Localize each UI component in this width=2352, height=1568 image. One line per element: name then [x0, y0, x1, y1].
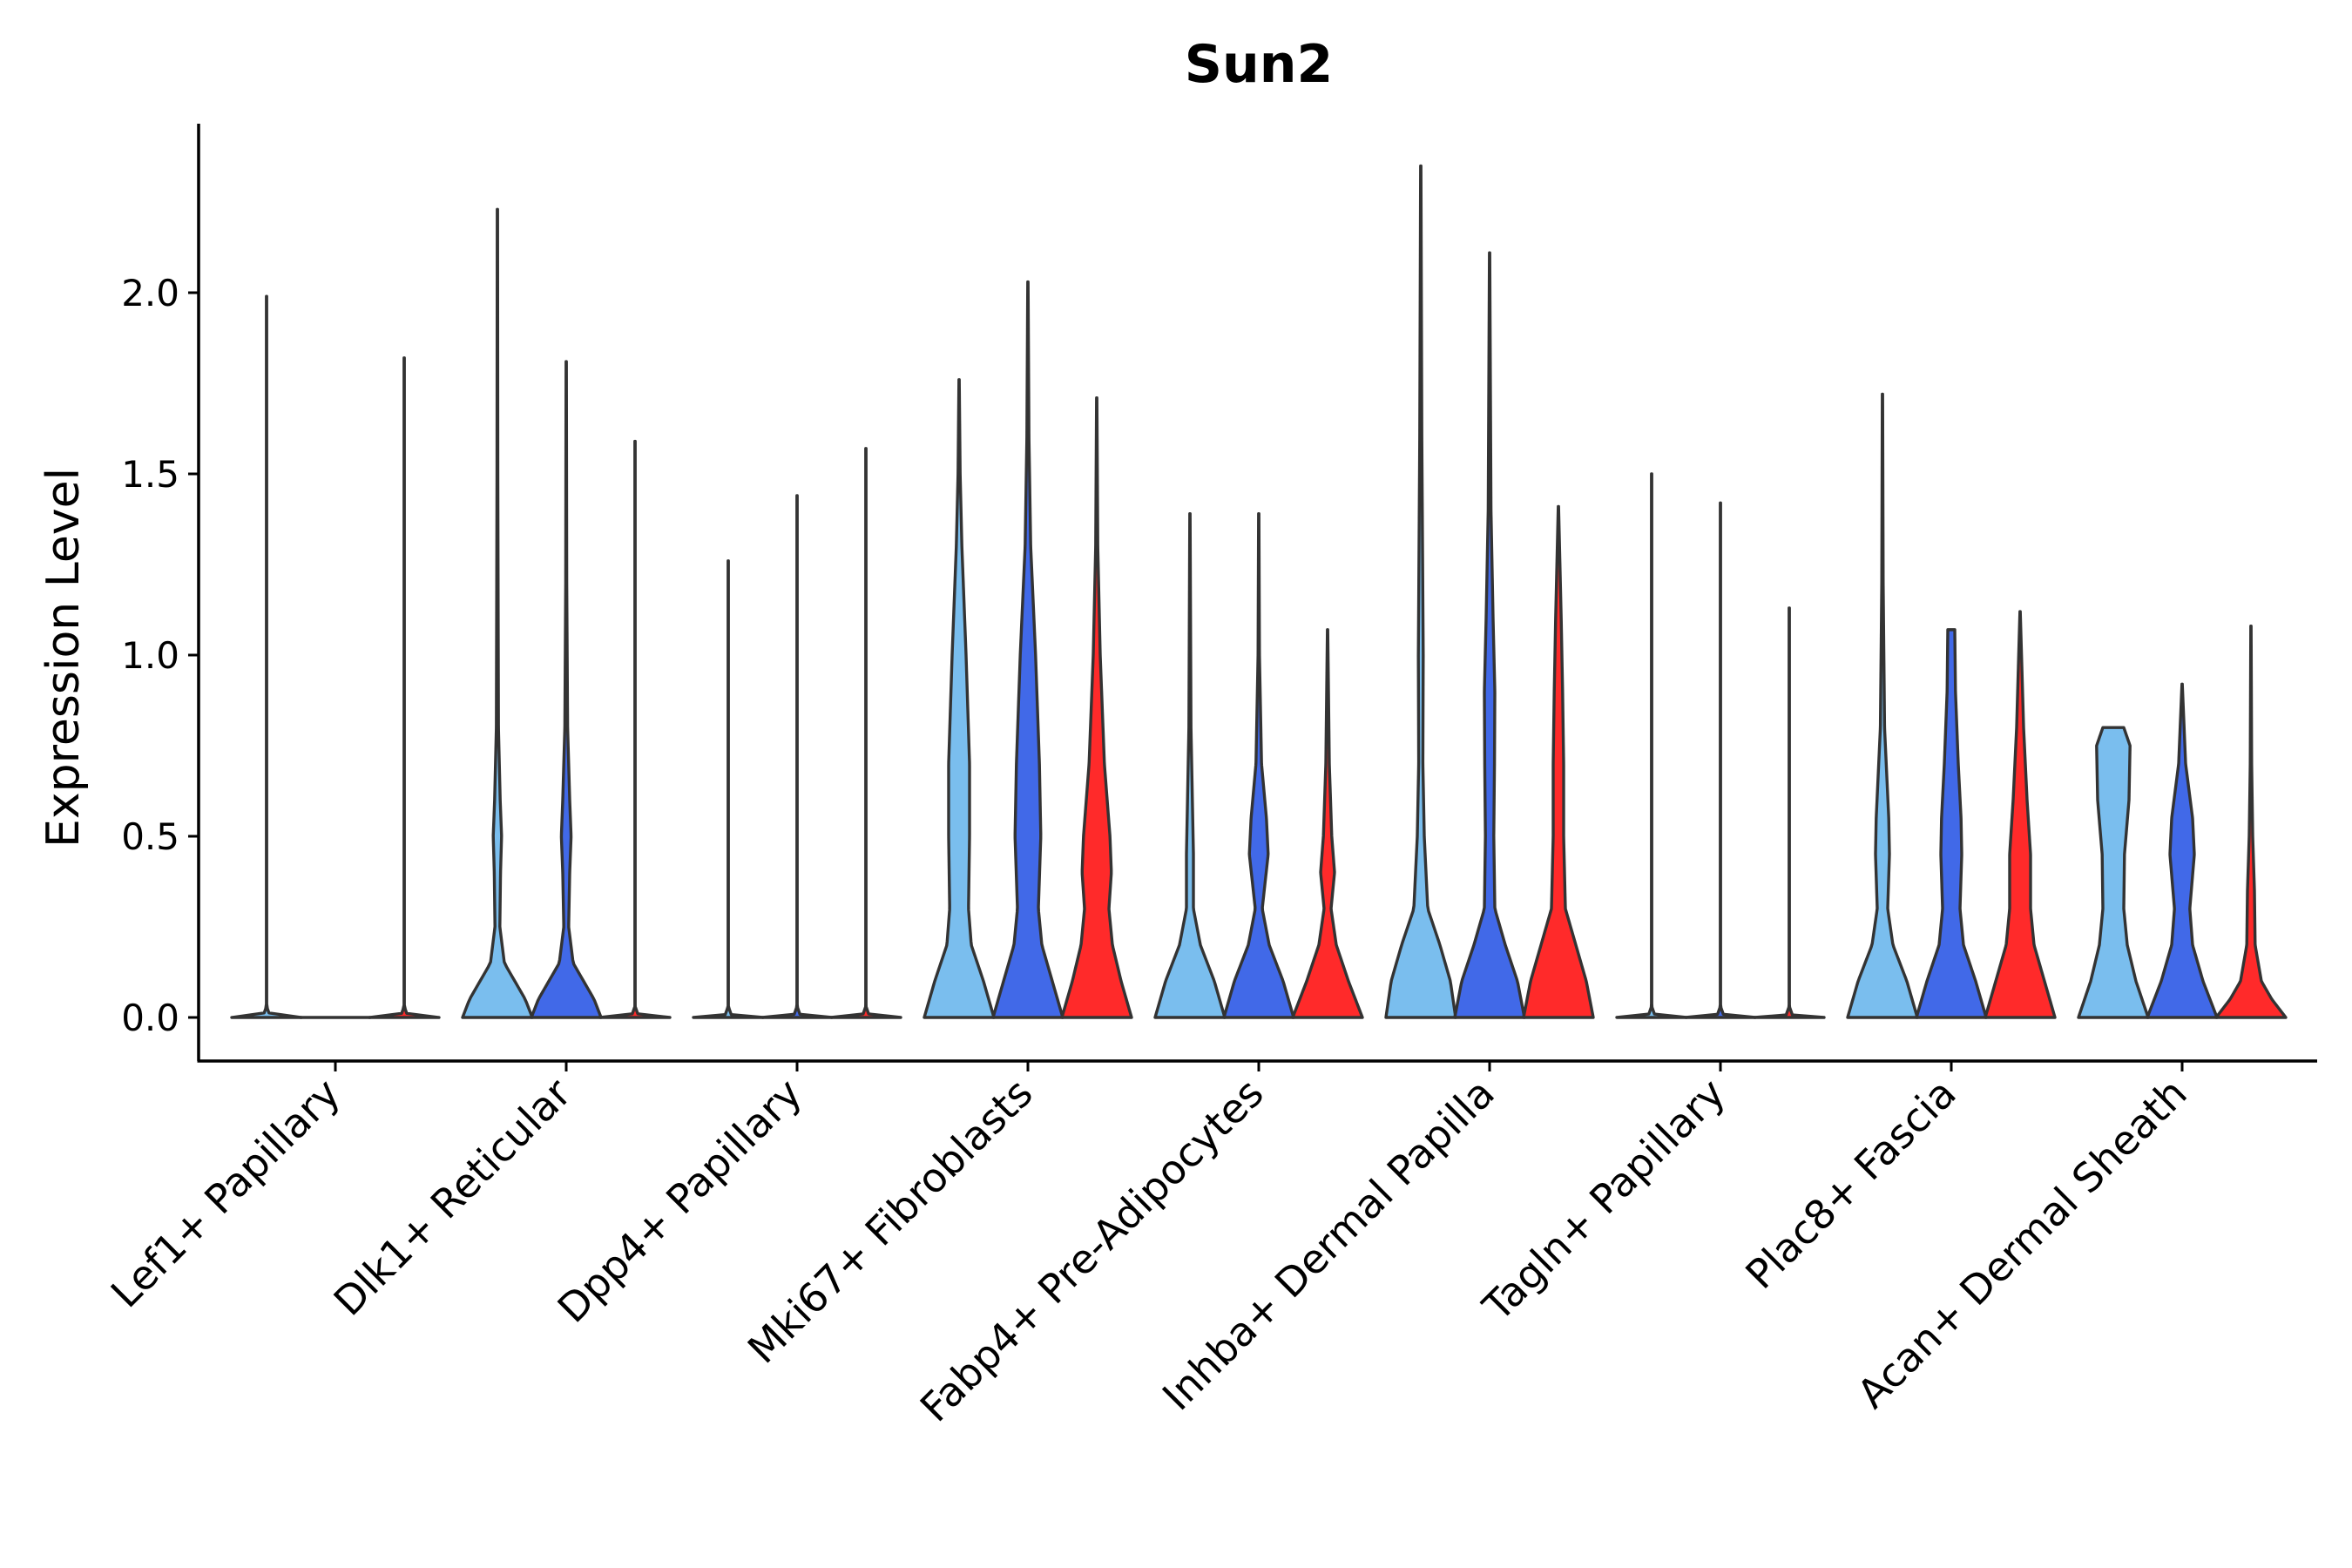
violin-shape: [923, 378, 996, 1019]
violin-shape: [829, 447, 902, 1019]
violin-shape: [530, 360, 603, 1019]
x-tick-label: Dlk1+ Reticular: [325, 1070, 580, 1325]
y-axis-ticks: 0.0 0.5 1.0 1.5 2.0: [121, 272, 199, 1039]
violin-shape: [991, 280, 1064, 1019]
y-tick-label: 0.5: [121, 815, 179, 858]
violin-shape: [461, 207, 534, 1019]
chart-title: Sun2: [1185, 34, 1333, 95]
y-tick-label: 1.5: [121, 453, 179, 496]
violin-shape: [368, 356, 441, 1019]
violin-shape: [1384, 164, 1457, 1019]
y-tick-label: 2.0: [121, 272, 179, 314]
x-tick-label: Plac8+ Fascia: [1736, 1070, 1964, 1298]
violin-shape: [2146, 682, 2219, 1019]
violin-shape: [760, 494, 834, 1019]
y-tick-label: 0.0: [121, 997, 179, 1039]
x-tick-label: Lef1+ Papillary: [102, 1070, 349, 1317]
violin-shape: [692, 559, 765, 1019]
violin-layer: [230, 164, 2288, 1019]
violin-shape: [1615, 472, 1688, 1019]
violin-shape: [230, 294, 303, 1019]
violin-shape: [1915, 628, 1988, 1019]
violin-shape: [2077, 726, 2150, 1019]
violin-shape: [1060, 395, 1133, 1019]
violin-shape: [1222, 512, 1295, 1019]
violin-shape: [1684, 501, 1757, 1019]
violin-shape: [2214, 625, 2288, 1019]
violin-shape: [598, 439, 672, 1019]
violin-shape: [1453, 251, 1526, 1019]
violin-shape: [1291, 628, 1364, 1019]
y-tick-label: 1.0: [121, 634, 179, 677]
violin-shape: [1846, 392, 1919, 1019]
violin-shape: [1753, 606, 1826, 1019]
violin-shape: [1984, 610, 2057, 1019]
x-tick-label: Dpp4+ Papillary: [549, 1070, 811, 1332]
x-tick-label: Tagln+ Papillary: [1473, 1070, 1734, 1331]
y-axis-label: Expression Level: [37, 468, 90, 848]
violin-shape: [1522, 504, 1595, 1019]
violin-shape: [1153, 512, 1227, 1019]
